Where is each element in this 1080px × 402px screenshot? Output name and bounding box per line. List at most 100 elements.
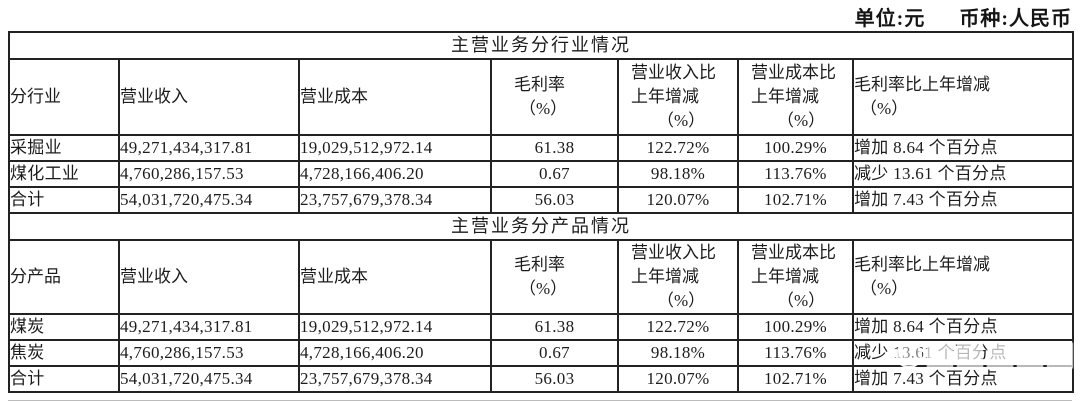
section-title: 主营业务分行业情况 [8, 31, 1074, 60]
cell: 增加 7.43 个百分点 [852, 186, 1074, 214]
table-row: 合计 54,031,720,475.34 23,757,679,378.34 56.0… [8, 186, 1074, 214]
column-header-line: （%） [519, 99, 568, 118]
column-header-line: 营业收入比 [631, 243, 716, 262]
column-header-line: 上年增减 [631, 87, 699, 106]
business-segment-table: 主营业务分行业情况 分行业 营业收入 营业成本 毛利率 （%） 营业收入比 上年增减 （%） 营业… [8, 31, 1074, 393]
cell: 61.38 [490, 134, 619, 162]
unit-currency-note: 单位:元 币种:人民币 [855, 2, 1072, 31]
column-header-line: 营业收入 [120, 267, 188, 286]
column-header-line: 毛利率比上年增减 [854, 75, 990, 94]
cell: 120.07% [617, 186, 739, 214]
column-header: 营业收入 [118, 239, 300, 315]
column-header-line: 毛利率 [514, 75, 565, 94]
table-row: 采掘业 49,271,434,317.81 19,029,512,972.14 61.… [8, 134, 1074, 162]
table-body: 主营业务分行业情况 分行业 营业收入 营业成本 毛利率 （%） 营业收入比 上年增减 （%） 营业… [8, 31, 1074, 393]
column-header-line: （%） [860, 99, 909, 118]
currency-label: 币种:人民币 [959, 8, 1072, 30]
cell: 19,029,512,972.14 [298, 313, 492, 341]
column-header-row: 分产品 营业收入 营业成本 毛利率 （%） 营业收入比上年增减 （%） 营业成本比上年增减 （%… [8, 239, 1074, 315]
next-row-edge [8, 400, 1072, 401]
cell: 122.72% [617, 313, 739, 341]
cell: 120.07% [617, 365, 739, 393]
column-header-line: （%） [777, 291, 826, 310]
cell: 23,757,679,378.34 [298, 365, 492, 393]
column-header-row: 分行业 营业收入 营业成本 毛利率 （%） 营业收入比上年增减 （%） 营业成本比上年增减 （%… [8, 58, 1074, 136]
cell: 54,031,720,475.34 [118, 365, 300, 393]
column-header: 营业收入比上年增减 （%） [617, 239, 739, 315]
cell: 4,728,166,406.20 [298, 339, 492, 367]
section-title-row: 主营业务分产品情况 [8, 212, 1074, 241]
column-header-line: 营业成本比 [751, 243, 836, 262]
section-title: 主营业务分产品情况 [8, 212, 1074, 241]
column-header: 分行业 [8, 58, 120, 136]
cell: 61.38 [490, 313, 619, 341]
table-row: 煤化工业 4,760,286,157.53 4,728,166,406.20 0.67… [8, 160, 1074, 188]
column-header-line: 营业收入比 [631, 63, 716, 82]
cell: 减少 13.61 个百分点 [852, 160, 1074, 188]
table-row: 合计 54,031,720,475.34 23,757,679,378.34 56.0… [8, 365, 1074, 393]
cell: 54,031,720,475.34 [118, 186, 300, 214]
column-header-line: 毛利率比上年增减 [854, 255, 990, 274]
column-header-line: 营业成本比 [751, 63, 836, 82]
cell: 122.72% [617, 134, 739, 162]
cell: 煤化工业 [8, 160, 120, 188]
column-header-line: 营业成本 [300, 267, 368, 286]
column-header: 营业成本 [298, 58, 492, 136]
cell: 49,271,434,317.81 [118, 134, 300, 162]
column-header-line: 上年增减 [751, 267, 819, 286]
column-header: 毛利率比上年增减 （%） [852, 58, 1074, 136]
cell: 113.76% [737, 339, 854, 367]
cell: 102.71% [737, 365, 854, 393]
cell: 合计 [8, 365, 120, 393]
cell: 增加 7.43 个百分点 [852, 365, 1074, 393]
unit-label: 单位:元 [854, 8, 926, 30]
cell: 焦炭 [8, 339, 120, 367]
column-header-line: 毛利率 [514, 255, 565, 274]
cell: 102.71% [737, 186, 854, 214]
cell: 增加 8.64 个百分点 [852, 313, 1074, 341]
cell: 煤炭 [8, 313, 120, 341]
column-header-line: 营业收入 [120, 87, 188, 106]
section-title-row: 主营业务分行业情况 [8, 31, 1074, 60]
cell: 100.29% [737, 134, 854, 162]
column-header-line: 营业成本 [300, 87, 368, 106]
column-header-line: 上年增减 [751, 87, 819, 106]
cell: 98.18% [617, 339, 739, 367]
column-header: 分产品 [8, 239, 120, 315]
column-header-line: （%） [657, 111, 706, 130]
cell: 采掘业 [8, 134, 120, 162]
column-header: 营业成本 [298, 239, 492, 315]
cell: 4,760,286,157.53 [118, 160, 300, 188]
cell: 合计 [8, 186, 120, 214]
cell: 56.03 [490, 365, 619, 393]
column-header: 毛利率比上年增减 （%） [852, 239, 1074, 315]
column-header: 毛利率 （%） [490, 58, 619, 136]
column-header: 毛利率 （%） [490, 239, 619, 315]
column-header-line: 上年增减 [631, 267, 699, 286]
column-header-line: （%） [860, 279, 909, 298]
cell: 98.18% [617, 160, 739, 188]
cell: 增加 8.64 个百分点 [852, 134, 1074, 162]
column-header-line: （%） [519, 279, 568, 298]
column-header: 营业收入比上年增减 （%） [617, 58, 739, 136]
cell: 4,760,286,157.53 [118, 339, 300, 367]
column-header-line: （%） [777, 111, 826, 130]
column-header: 营业收入 [118, 58, 300, 136]
column-header-line: 分产品 [10, 267, 61, 286]
column-header: 营业成本比上年增减 （%） [737, 239, 854, 315]
cell: 56.03 [490, 186, 619, 214]
table-row: 煤炭 49,271,434,317.81 19,029,512,972.14 61.3… [8, 313, 1074, 341]
cell: 100.29% [737, 313, 854, 341]
cell: 4,728,166,406.20 [298, 160, 492, 188]
column-header: 营业成本比上年增减 （%） [737, 58, 854, 136]
cell: 0.67 [490, 160, 619, 188]
column-header-line: 分行业 [10, 87, 61, 106]
cell: 0.67 [490, 339, 619, 367]
cell: 49,271,434,317.81 [118, 313, 300, 341]
cell: 19,029,512,972.14 [298, 134, 492, 162]
cell: 23,757,679,378.34 [298, 186, 492, 214]
cell: 减少 13.61 个百分点 [852, 339, 1074, 367]
column-header-line: （%） [657, 291, 706, 310]
cell: 113.76% [737, 160, 854, 188]
